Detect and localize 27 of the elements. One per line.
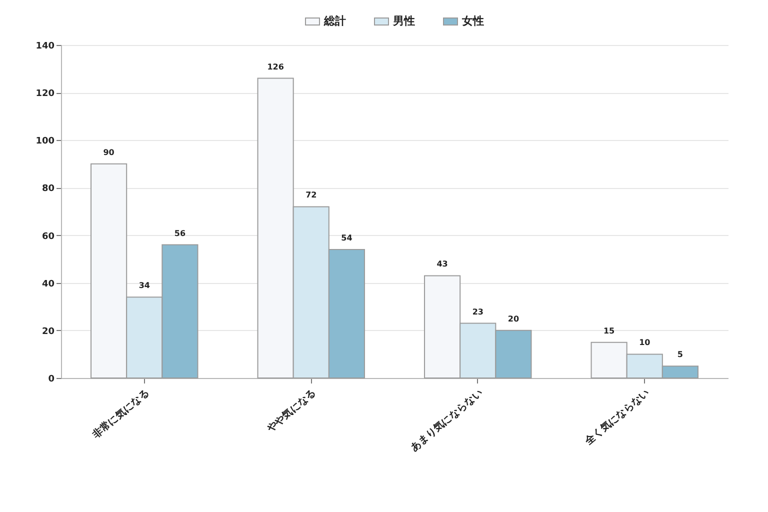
- data-label: 5: [677, 350, 684, 360]
- data-label: 23: [472, 307, 484, 316]
- y-tick-label: 80: [42, 184, 54, 194]
- data-label: 126: [267, 62, 284, 72]
- data-label: 72: [306, 190, 317, 200]
- data-label: 34: [138, 281, 150, 290]
- legend-label: 女性: [461, 14, 484, 28]
- legend-label: 総計: [323, 14, 346, 28]
- data-label: 20: [508, 314, 520, 324]
- data-label: 56: [174, 228, 186, 238]
- y-tick-label: 60: [42, 232, 54, 242]
- y-tick-label: 20: [42, 326, 54, 337]
- legend-label: 男性: [392, 14, 415, 28]
- data-label: 10: [639, 338, 651, 348]
- x-tick-label: 非常に気になる: [89, 386, 152, 442]
- y-tick-label: 100: [36, 136, 54, 147]
- data-label: 54: [341, 234, 353, 243]
- y-tick-label: 140: [36, 42, 54, 52]
- x-tick-label: あまり気にならない: [408, 386, 485, 454]
- data-label: 90: [103, 148, 115, 157]
- x-tick-label: やや気になる: [264, 386, 318, 436]
- y-tick-label: 0: [48, 374, 54, 384]
- y-tick-label: 120: [36, 89, 54, 100]
- data-label: 43: [436, 260, 448, 269]
- data-label: 15: [603, 326, 616, 336]
- x-tick-label: 全く気にならない: [582, 386, 652, 448]
- y-tick-label: 40: [42, 279, 54, 290]
